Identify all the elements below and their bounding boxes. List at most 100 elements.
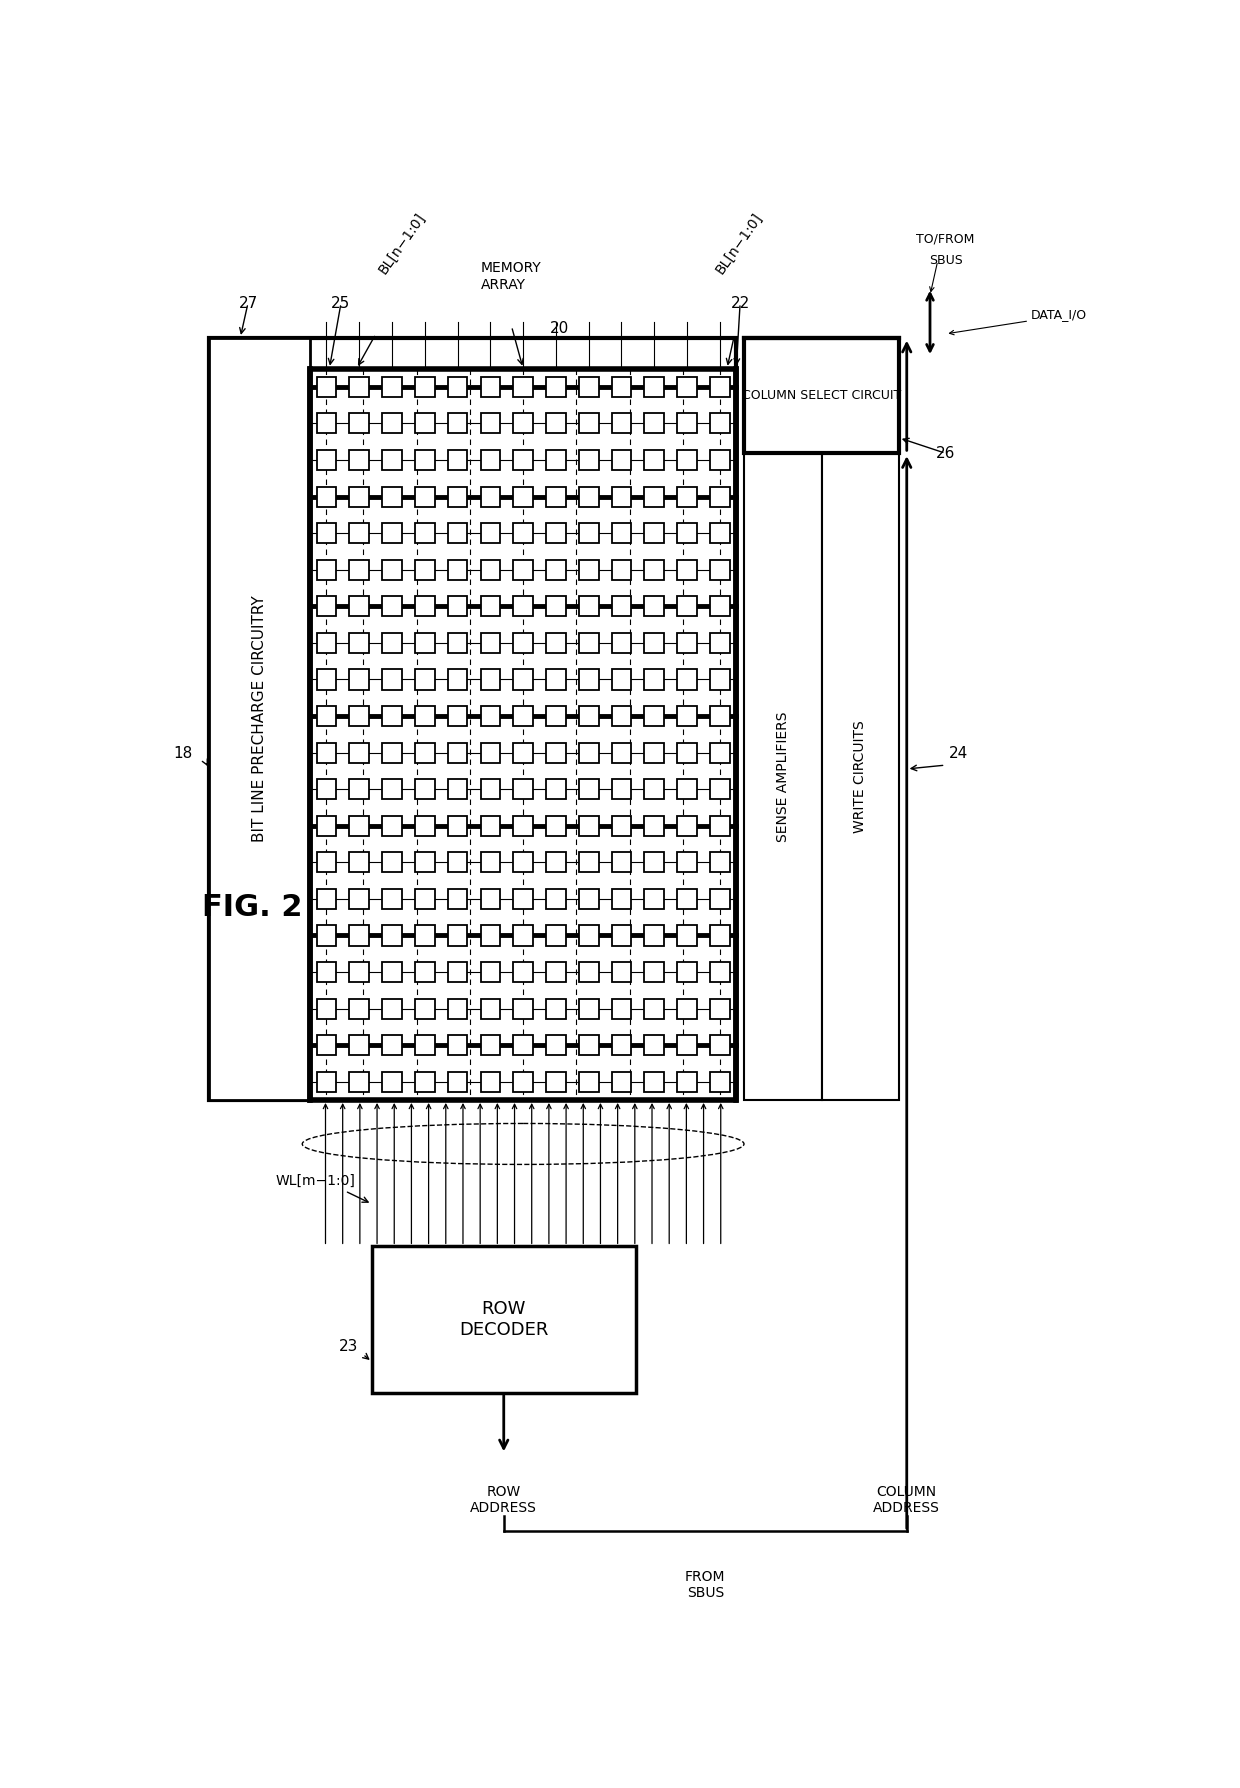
Bar: [513, 706, 533, 726]
Bar: [579, 377, 599, 397]
Bar: [316, 560, 336, 579]
Bar: [546, 780, 565, 799]
Bar: [382, 962, 402, 982]
Bar: [448, 669, 467, 690]
Bar: [677, 998, 697, 1019]
Bar: [677, 815, 697, 835]
Bar: [481, 998, 500, 1019]
Bar: [350, 486, 370, 506]
Bar: [645, 486, 665, 506]
Bar: [350, 815, 370, 835]
Bar: [513, 1071, 533, 1092]
Text: BL[n−1:0]: BL[n−1:0]: [376, 209, 428, 275]
Bar: [513, 853, 533, 873]
Bar: [350, 742, 370, 763]
Bar: [415, 998, 434, 1019]
Bar: [415, 742, 434, 763]
Bar: [711, 742, 729, 763]
Bar: [513, 377, 533, 397]
Bar: [711, 780, 729, 799]
Bar: [611, 451, 631, 470]
Bar: [677, 524, 697, 544]
Bar: [645, 962, 665, 982]
Bar: [546, 1071, 565, 1092]
Text: BL[n−1:0]: BL[n−1:0]: [713, 209, 765, 275]
Bar: [448, 1035, 467, 1055]
Bar: [415, 889, 434, 908]
Text: 24: 24: [950, 746, 968, 762]
Bar: [611, 669, 631, 690]
Bar: [711, 889, 729, 908]
Bar: [546, 998, 565, 1019]
Bar: [821, 454, 899, 1100]
Bar: [481, 815, 500, 835]
Bar: [481, 451, 500, 470]
Bar: [611, 524, 631, 544]
Bar: [611, 1071, 631, 1092]
Bar: [316, 486, 336, 506]
Text: COLUMN SELECT CIRCUIT: COLUMN SELECT CIRCUIT: [742, 390, 901, 402]
Bar: [481, 524, 500, 544]
Bar: [382, 815, 402, 835]
Bar: [350, 560, 370, 579]
Bar: [481, 377, 500, 397]
Bar: [448, 633, 467, 653]
Bar: [448, 451, 467, 470]
Bar: [677, 926, 697, 946]
Bar: [415, 560, 434, 579]
Bar: [645, 560, 665, 579]
Bar: [448, 889, 467, 908]
Bar: [350, 377, 370, 397]
Bar: [316, 451, 336, 470]
Bar: [513, 413, 533, 433]
Bar: [579, 1071, 599, 1092]
Bar: [316, 926, 336, 946]
Bar: [645, 633, 665, 653]
Bar: [645, 1071, 665, 1092]
Bar: [382, 706, 402, 726]
Bar: [579, 524, 599, 544]
Text: MEMORY
ARRAY: MEMORY ARRAY: [481, 261, 541, 291]
Bar: [645, 742, 665, 763]
Bar: [316, 413, 336, 433]
Bar: [350, 706, 370, 726]
Bar: [677, 633, 697, 653]
Bar: [316, 853, 336, 873]
Bar: [546, 633, 565, 653]
Bar: [316, 962, 336, 982]
Bar: [481, 560, 500, 579]
Bar: [645, 451, 665, 470]
Bar: [316, 377, 336, 397]
Bar: [546, 853, 565, 873]
Bar: [513, 633, 533, 653]
Bar: [513, 780, 533, 799]
Bar: [579, 998, 599, 1019]
Bar: [448, 413, 467, 433]
Bar: [546, 742, 565, 763]
Bar: [711, 853, 729, 873]
Bar: [350, 633, 370, 653]
Bar: [382, 633, 402, 653]
Bar: [415, 815, 434, 835]
Bar: [350, 853, 370, 873]
Bar: [513, 595, 533, 617]
Bar: [481, 706, 500, 726]
Bar: [350, 524, 370, 544]
Bar: [711, 486, 729, 506]
Bar: [513, 560, 533, 579]
Bar: [677, 962, 697, 982]
Bar: [546, 486, 565, 506]
Bar: [382, 1035, 402, 1055]
Bar: [611, 962, 631, 982]
Bar: [481, 853, 500, 873]
Bar: [316, 815, 336, 835]
Bar: [481, 633, 500, 653]
Bar: [448, 595, 467, 617]
Bar: [316, 742, 336, 763]
Bar: [382, 413, 402, 433]
Bar: [316, 780, 336, 799]
Bar: [711, 1035, 729, 1055]
Bar: [513, 815, 533, 835]
Bar: [546, 413, 565, 433]
Bar: [448, 524, 467, 544]
